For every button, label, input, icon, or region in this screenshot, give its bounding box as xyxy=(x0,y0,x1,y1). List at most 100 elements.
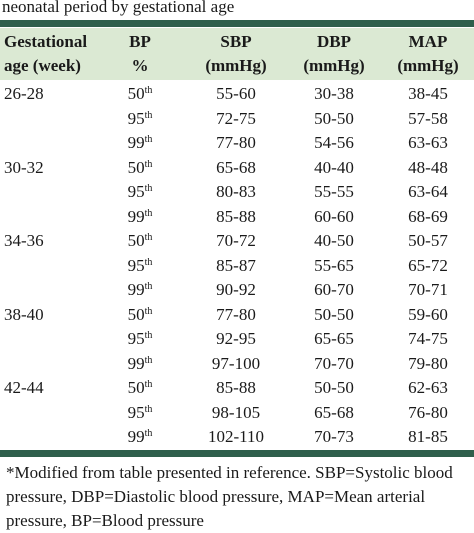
age-cell: 34-36 xyxy=(4,231,44,250)
age-cell: 30-32 xyxy=(4,157,44,177)
sbp-cell: 85-88 xyxy=(216,378,256,397)
map-cell: 79-80 xyxy=(408,353,448,373)
map-cell: 59-60 xyxy=(408,304,448,324)
map-cell: 38-45 xyxy=(408,84,448,103)
dbp-cell: 40-50 xyxy=(314,231,354,250)
bp-suffix: th xyxy=(144,428,153,439)
bp-suffix: th xyxy=(144,134,153,145)
bp-cell: 99th xyxy=(108,352,172,376)
bp-suffix: th xyxy=(144,232,153,243)
bp-value: 99 xyxy=(127,353,145,373)
header-cell: BP xyxy=(129,32,151,51)
map-cell: 57-58 xyxy=(408,108,448,128)
bp-cell: 99th xyxy=(108,205,172,229)
bp-value: 50 xyxy=(127,157,145,177)
dbp-cell: 54-56 xyxy=(314,133,354,152)
sbp-cell: 77-80 xyxy=(216,133,256,152)
sbp-cell: 65-68 xyxy=(216,157,256,177)
sbp-cell: 80-83 xyxy=(216,182,256,201)
age-cell: 26-28 xyxy=(4,84,44,103)
map-cell: 81-85 xyxy=(408,427,448,446)
bp-cell: 99th xyxy=(108,425,172,449)
bp-value: 50 xyxy=(127,84,145,103)
bp-cell: 50th xyxy=(108,303,172,327)
dbp-cell: 70-73 xyxy=(314,427,354,446)
bp-suffix: th xyxy=(144,354,153,366)
bp-cell: 99th xyxy=(108,131,172,155)
map-cell: 50-57 xyxy=(408,231,448,250)
map-cell: 48-48 xyxy=(408,157,448,177)
sbp-cell: 85-87 xyxy=(216,255,256,275)
sbp-cell: 98-105 xyxy=(211,402,261,422)
map-cell: 63-64 xyxy=(408,182,448,201)
header-cell: MAP xyxy=(408,32,448,51)
bp-value: 50 xyxy=(127,231,145,250)
map-cell: 74-75 xyxy=(408,329,448,348)
map-cell: 76-80 xyxy=(408,402,448,422)
bp-value: 99 xyxy=(127,206,145,226)
bp-cell: 95th xyxy=(108,107,172,131)
bp-suffix: th xyxy=(144,85,153,96)
sbp-cell: 97-100 xyxy=(211,353,261,373)
header-cell: DBP xyxy=(317,32,351,51)
header-cell: % xyxy=(131,56,149,75)
bp-suffix: th xyxy=(144,109,153,121)
bp-suffix: th xyxy=(144,256,153,268)
dbp-cell: 55-55 xyxy=(314,182,354,201)
header-cell: (mmHg) xyxy=(205,56,267,75)
bp-cell: 50th xyxy=(108,156,172,180)
bp-cell: 50th xyxy=(108,229,172,253)
header-cell: (mmHg) xyxy=(397,56,459,75)
header-cell: SBP xyxy=(220,32,252,51)
age-cell: 42-44 xyxy=(4,378,44,397)
dbp-cell: 70-70 xyxy=(314,353,354,373)
bp-cell: 95th xyxy=(108,327,172,351)
age-cell: 38-40 xyxy=(4,304,44,324)
table-header: Gestational age (week) BP% SBP (mmHg) DBP (mmH… xyxy=(0,28,474,80)
bp-value: 99 xyxy=(127,427,145,446)
dbp-cell: 50-50 xyxy=(314,304,354,324)
bp-value: 50 xyxy=(127,378,145,397)
bp-value: 95 xyxy=(127,255,145,275)
bp-suffix: th xyxy=(144,207,153,219)
bp-cell: 50th xyxy=(108,82,172,106)
bp-value: 95 xyxy=(127,182,145,201)
table-title: neonatal period by gestational age xyxy=(2,0,235,16)
bp-value: 50 xyxy=(127,304,145,324)
map-cell: 65-72 xyxy=(408,255,448,275)
header-cell: Gestational xyxy=(4,32,88,51)
sbp-cell: 90-92 xyxy=(216,280,256,299)
bp-value: 99 xyxy=(127,133,145,152)
bp-suffix: th xyxy=(144,158,153,170)
bp-value: 95 xyxy=(127,402,145,422)
bp-value: 99 xyxy=(127,280,145,299)
dbp-cell: 55-65 xyxy=(314,255,354,275)
header-cell: age (week) xyxy=(4,56,81,75)
footnote: *Modified from table presented in refere… xyxy=(6,463,453,530)
top-rule xyxy=(0,20,474,27)
map-cell: 68-69 xyxy=(408,206,448,226)
dbp-cell: 65-68 xyxy=(314,402,354,422)
sbp-cell: 85-88 xyxy=(216,206,256,226)
dbp-cell: 50-50 xyxy=(314,108,354,128)
bp-suffix: th xyxy=(144,330,153,341)
dbp-cell: 65-65 xyxy=(314,329,354,348)
dbp-cell: 30-38 xyxy=(314,84,354,103)
map-cell: 70-71 xyxy=(408,280,448,299)
dbp-cell: 50-50 xyxy=(314,378,354,397)
bp-suffix: th xyxy=(144,379,153,390)
sbp-cell: 72-75 xyxy=(216,108,256,128)
sbp-cell: 70-72 xyxy=(216,231,256,250)
bp-cell: 95th xyxy=(108,180,172,204)
sbp-cell: 77-80 xyxy=(216,304,256,324)
dbp-cell: 60-60 xyxy=(314,206,354,226)
sbp-cell: 92-95 xyxy=(216,329,256,348)
bp-suffix: th xyxy=(144,403,153,415)
bottom-rule xyxy=(0,450,474,457)
bp-value: 95 xyxy=(127,108,145,128)
map-cell: 63-63 xyxy=(408,133,448,152)
header-cell: (mmHg) xyxy=(303,56,365,75)
dbp-cell: 60-70 xyxy=(314,280,354,299)
bp-value: 95 xyxy=(127,329,145,348)
